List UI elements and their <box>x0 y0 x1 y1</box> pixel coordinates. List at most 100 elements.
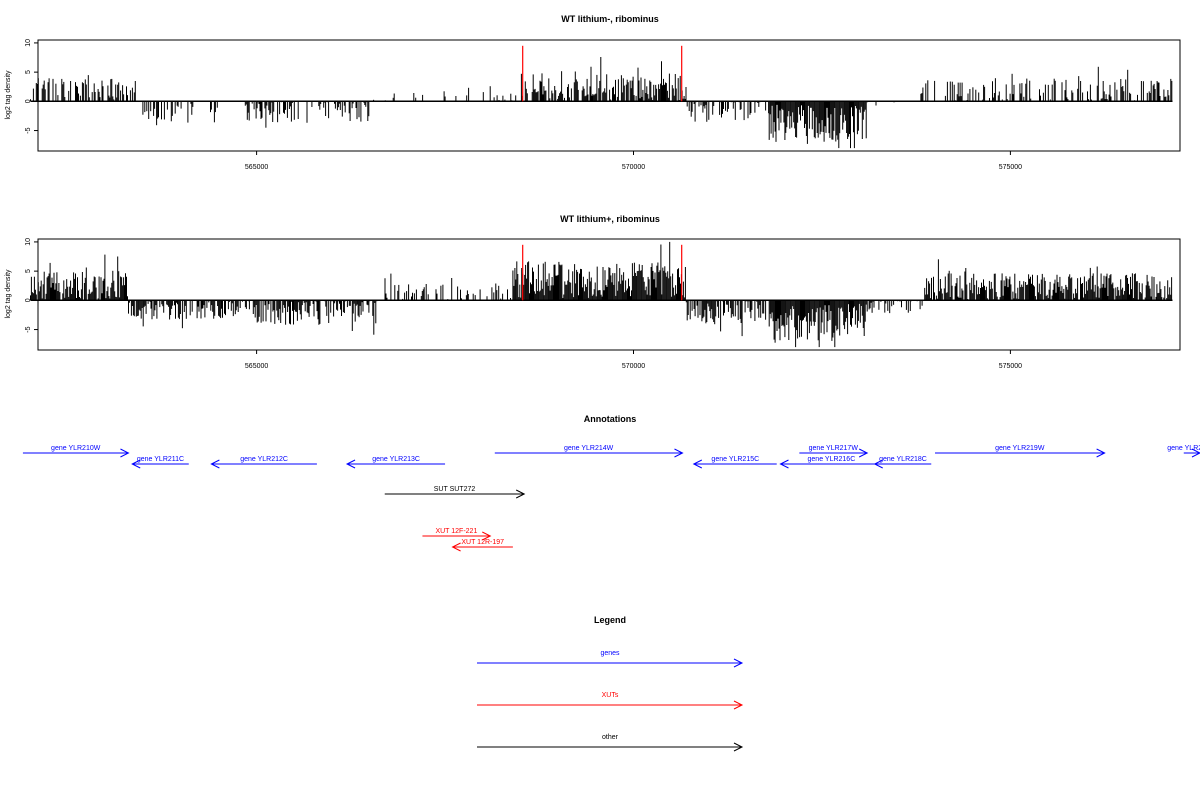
annotation-label: gene YLR218C <box>879 456 927 463</box>
y-axis-label: log2 tag density <box>5 70 12 120</box>
track-panel-lithium-plus: WT lithium+, ribominus log2 tag density … <box>5 214 1181 370</box>
annotation-feature: gene YLR220W <box>1167 445 1200 458</box>
legend-item: other <box>477 734 744 752</box>
annotation-feature: XUT 12R-197 <box>451 539 513 552</box>
x-tick-label: 575000 <box>999 164 1022 171</box>
annotation-label: gene YLR214W <box>564 445 614 452</box>
annotation-feature: gene YLR214W <box>494 445 684 458</box>
annotation-label: gene YLR212C <box>240 456 288 463</box>
annotation-label: XUT 12F-221 <box>435 528 477 535</box>
arrow-head <box>210 459 220 469</box>
panel-title: WT lithium-, ribominus <box>561 14 659 24</box>
x-tick-label: 575000 <box>999 363 1022 370</box>
feature-arrow <box>799 448 869 458</box>
feature-arrow <box>422 531 492 541</box>
feature-arrow <box>451 542 513 552</box>
annotation-feature: SUT SUT272 <box>384 486 526 499</box>
panel-title: WT lithium+, ribominus <box>560 214 660 224</box>
x-tick-label: 570000 <box>622 363 645 370</box>
arrow-head <box>482 531 492 541</box>
feature-arrow <box>779 459 883 469</box>
arrow-head <box>733 700 744 710</box>
annotation-label: gene YLR210W <box>51 445 101 452</box>
feature-arrow <box>477 742 744 752</box>
annotation-feature: gene YLR217W <box>799 445 869 458</box>
feature-arrow <box>873 459 932 469</box>
annotation-feature: gene YLR216C <box>779 456 883 469</box>
feature-arrow <box>692 459 777 469</box>
feature-arrow <box>131 459 189 469</box>
legend-title: Legend <box>594 615 626 625</box>
y-tick-label: 5 <box>25 269 32 273</box>
arrow-head <box>692 459 703 469</box>
feature-arrow <box>22 448 130 458</box>
annotation-label: XUT 12R-197 <box>461 539 504 546</box>
x-axis: 565000 570000 575000 <box>245 350 1022 370</box>
annotation-label: gene YLR216C <box>808 456 856 463</box>
annotation-feature: XUT 12F-221 <box>422 528 492 541</box>
track-panel-lithium-minus: WT lithium-, ribominus log2 tag density … <box>5 14 1181 171</box>
feature-arrow <box>210 459 317 469</box>
annotation-feature: gene YLR212C <box>210 456 317 469</box>
annotation-label: gene YLR211C <box>137 456 184 463</box>
x-tick-label: 565000 <box>245 363 268 370</box>
annotation-features: gene YLR210W gene YLR211C gene YLR212C gene… <box>22 445 1200 552</box>
arrow-head <box>1191 448 1200 458</box>
arrow-head <box>674 448 684 458</box>
arrow-head <box>873 459 883 469</box>
arrow-head <box>1096 448 1106 458</box>
y-axis-label: log2 tag density <box>5 269 12 319</box>
legend-label: XUTs <box>602 692 619 699</box>
signal-bars <box>30 241 1173 348</box>
feature-arrow <box>935 448 1106 458</box>
arrow-head <box>515 489 526 499</box>
annotation-feature: gene YLR211C <box>131 456 189 469</box>
feature-arrow <box>494 448 684 458</box>
y-tick-label: 0 <box>25 298 32 302</box>
legend-item: XUTs <box>477 692 744 710</box>
feature-arrow <box>1183 448 1200 458</box>
y-tick-label: -5 <box>25 127 32 133</box>
legend-label: other <box>602 734 619 741</box>
arrow-head <box>733 742 744 752</box>
annotation-feature: gene YLR213C <box>345 456 446 469</box>
annotation-feature: gene YLR210W <box>22 445 130 458</box>
annotations-title: Annotations <box>584 414 637 424</box>
legend-label: genes <box>600 650 620 657</box>
y-tick-label: 10 <box>25 39 32 47</box>
annotation-feature: gene YLR218C <box>873 456 932 469</box>
annotation-label: gene YLR219W <box>995 445 1045 452</box>
feature-arrow <box>477 700 744 710</box>
y-axis: -5 0 5 10 <box>25 39 39 134</box>
y-tick-label: -5 <box>25 326 32 332</box>
signal-bars <box>30 57 1173 149</box>
x-axis: 565000 570000 575000 <box>245 151 1022 171</box>
y-tick-label: 10 <box>25 238 32 246</box>
annotation-label: gene YLR220W <box>1167 445 1200 452</box>
arrow-head <box>779 459 789 469</box>
annotation-label: gene YLR217W <box>809 445 859 452</box>
arrow-head <box>345 459 356 469</box>
x-tick-label: 570000 <box>622 164 645 171</box>
y-tick-label: 0 <box>25 99 32 103</box>
feature-arrow <box>477 658 744 668</box>
feature-arrow <box>345 459 446 469</box>
arrow-head <box>858 448 869 458</box>
annotation-label: gene YLR213C <box>372 456 420 463</box>
region-markers <box>522 45 683 102</box>
y-axis: -5 0 5 10 <box>25 238 39 333</box>
annotation-label: SUT SUT272 <box>434 486 476 493</box>
plot-frame <box>37 39 1181 152</box>
arrow-head <box>120 448 130 458</box>
feature-arrow <box>384 489 526 499</box>
y-tick-label: 5 <box>25 70 32 74</box>
annotation-feature: gene YLR215C <box>692 456 777 469</box>
arrow-head <box>451 542 461 552</box>
arrow-head <box>733 658 744 668</box>
legend-item: genes <box>477 650 744 668</box>
legend-panel: Legend genes XUTs other <box>477 615 744 752</box>
x-tick-label: 565000 <box>245 164 268 171</box>
legend-items: genes XUTs other <box>477 650 744 752</box>
